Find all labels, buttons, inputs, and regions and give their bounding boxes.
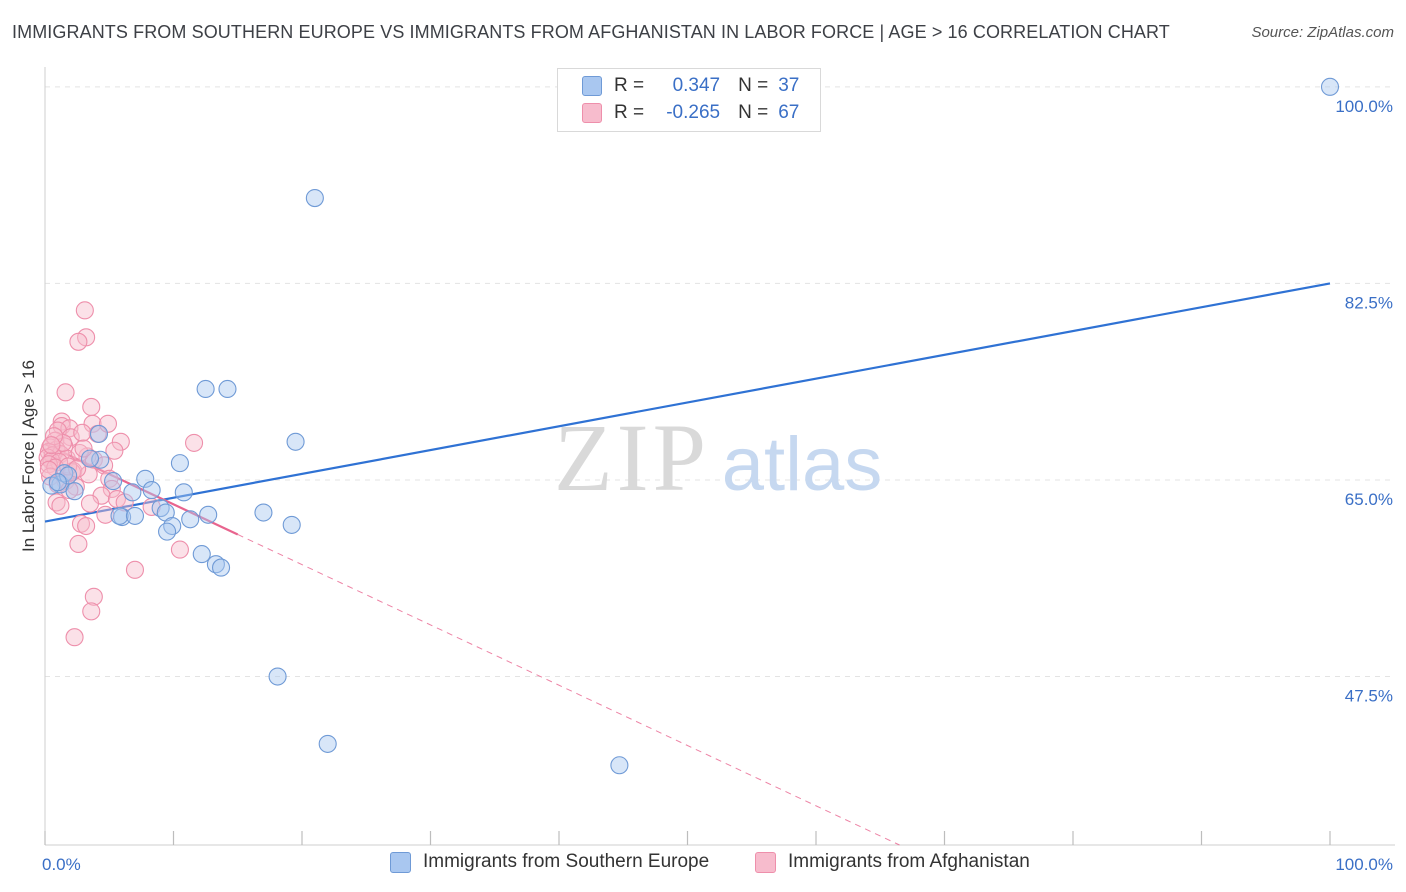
point-immigrants-from-southern-europe [305,188,324,208]
watermark-zip: ZIP [554,404,710,511]
point-immigrants-from-southern-europe [254,503,273,522]
y-tick-label: 100.0% [1335,97,1393,116]
point-immigrants-from-southern-europe [136,469,155,488]
point-immigrants-from-afghanistan [42,436,61,455]
point-immigrants-from-southern-europe [211,558,231,577]
point-immigrants-from-afghanistan [75,301,94,320]
point-immigrants-from-afghanistan [115,493,134,512]
point-immigrants-from-afghanistan [52,412,71,431]
x-tick-label: 100.0% [1335,855,1393,874]
stats-legend: R = 0.347 N = 37 R = -0.265 N = 67 [557,68,821,132]
legend-r-label: R = [614,75,645,96]
point-immigrants-from-southern-europe [206,555,225,574]
point-immigrants-from-southern-europe [610,756,629,775]
point-immigrants-from-southern-europe [163,516,182,536]
point-immigrants-from-southern-europe [89,424,109,443]
point-immigrants-from-afghanistan [53,433,73,452]
point-immigrants-from-afghanistan [69,534,88,554]
point-immigrants-from-southern-europe [218,379,237,399]
point-immigrants-from-southern-europe [196,379,215,399]
legend-swatch-afghanistan [582,103,602,123]
trend-line-immigrants-from-afghanistan [44,443,239,536]
source-label: Source: ZipAtlas.com [1251,24,1394,41]
y-tick-label: 65.0% [1345,490,1393,509]
point-immigrants-from-southern-europe [104,472,123,491]
point-immigrants-from-afghanistan [69,332,88,351]
legend-r-label: R = [614,102,645,123]
point-immigrants-from-southern-europe [142,481,161,500]
trend-line-immigrants-from-southern-europe [44,282,1331,523]
point-immigrants-from-afghanistan [105,441,124,460]
y-axis-label: In Labor Force | Age > 16 [19,360,38,552]
point-immigrants-from-southern-europe [268,667,287,686]
point-immigrants-from-afghanistan [84,587,103,606]
point-immigrants-from-southern-europe [286,432,305,451]
point-immigrants-from-afghanistan [98,414,118,433]
legend-swatch-southern-europe [582,76,602,96]
point-immigrants-from-afghanistan [82,602,101,621]
point-immigrants-from-southern-europe [59,466,78,485]
y-tick-labels: 47.5% 65.0% 82.5% 100.0% [1335,97,1393,706]
stats-legend-row-afghanistan: R = -0.265 N = 67 [582,100,799,126]
legend-r-value: -0.265 [666,102,721,123]
point-immigrants-from-southern-europe [192,545,211,564]
point-immigrants-from-southern-europe [125,506,144,525]
point-immigrants-from-afghanistan [77,516,96,536]
chart-title: IMMIGRANTS FROM SOUTHERN EUROPE VS IMMIG… [12,22,1170,42]
point-immigrants-from-afghanistan [82,397,101,417]
point-immigrants-from-southern-europe [282,515,301,534]
series-swatch-southern-europe [390,851,411,873]
point-immigrants-from-afghanistan [65,628,84,647]
series-swatch-afghanistan [755,851,776,873]
stats-legend-row-southern-europe: R = 0.347 N = 37 [582,73,799,99]
point-immigrants-from-southern-europe [110,506,129,525]
point-immigrants-from-afghanistan [170,540,189,559]
legend-r-value: 0.347 [672,75,721,96]
point-immigrants-from-southern-europe [199,505,218,524]
watermark-atlas: atlas [722,422,883,507]
point-immigrants-from-afghanistan [80,494,100,513]
point-immigrants-from-afghanistan [73,423,92,442]
y-tick-label: 82.5% [1345,293,1393,312]
legend-n-value: 67 [778,102,800,123]
point-immigrants-from-southern-europe [80,449,100,468]
x-tick-label: 0.0% [42,855,81,874]
point-immigrants-from-southern-europe [318,734,337,753]
point-immigrants-from-southern-europe [1320,77,1340,96]
data-points [38,77,1340,775]
series-label-southern-europe: Immigrants from Southern Europe [423,851,710,872]
series-legend-afghanistan: Immigrants from Afghanistan [755,851,1030,873]
trend-line-extension-immigrants-from-afghanistan [237,534,900,846]
point-immigrants-from-afghanistan [111,432,130,451]
watermark: ZIP atlas [554,404,882,511]
point-immigrants-from-afghanistan [56,383,75,402]
point-immigrants-from-southern-europe [48,473,67,492]
point-immigrants-from-afghanistan [74,439,93,458]
series-label-afghanistan: Immigrants from Afghanistan [788,851,1030,872]
point-immigrants-from-afghanistan [39,460,58,479]
legend-n-value: 37 [778,75,800,96]
point-immigrants-from-afghanistan [125,560,144,579]
point-immigrants-from-afghanistan [51,496,70,515]
gridlines [45,86,1395,678]
legend-n-label: N = [738,102,769,123]
trend-lines [44,282,1331,846]
series-legend-southern-europe: Immigrants from Southern Europe [390,851,709,873]
point-immigrants-from-southern-europe [181,510,200,529]
legend-n-label: N = [738,75,769,96]
point-immigrants-from-southern-europe [170,454,189,473]
axes [44,67,1395,846]
point-immigrants-from-southern-europe [123,483,142,502]
point-immigrants-from-southern-europe [174,483,193,502]
point-immigrants-from-southern-europe [158,522,177,541]
point-immigrants-from-afghanistan [185,433,204,452]
point-immigrants-from-southern-europe [65,482,84,501]
x-tick-labels: 0.0% 100.0% [42,855,1393,874]
point-immigrants-from-afghanistan [83,414,102,433]
y-tick-label: 47.5% [1345,687,1393,706]
